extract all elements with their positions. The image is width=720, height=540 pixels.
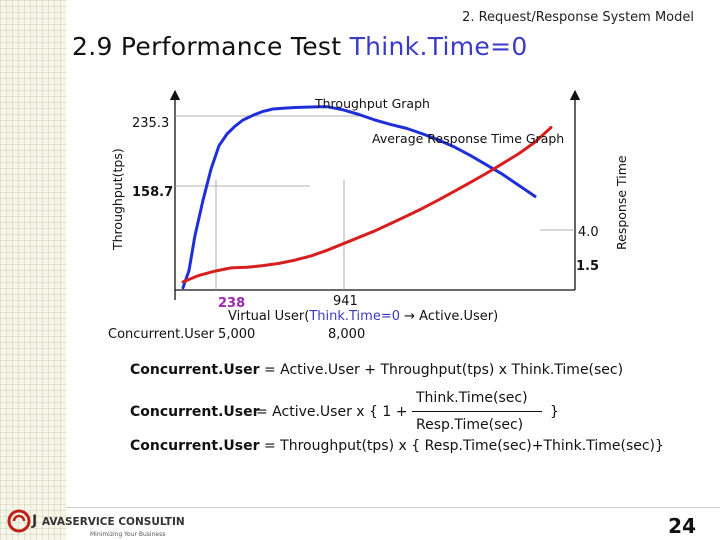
formula-2-close: } (550, 404, 559, 420)
logo-text: AVASERVICE CONSULTING (42, 516, 184, 528)
formula-2-numerator: Think.Time(sec) (416, 390, 528, 406)
formula-1-lhs: Concurrent.User (130, 362, 260, 378)
formula-2: Concurrent.User = Active.User x { 1 + Th… (130, 390, 590, 436)
formula-2-denominator: Resp.Time(sec) (416, 417, 524, 433)
chart-title: Throughput Graph (314, 96, 430, 111)
grid-background-strip (0, 0, 66, 540)
footer-divider (66, 507, 720, 508)
company-logo: J AVASERVICE CONSULTING Minimizing Your … (7, 509, 184, 538)
concurrent-user-label: Concurrent.User 5,000 (108, 327, 255, 340)
formula-2-fraction-bar (412, 411, 542, 412)
y-axis-label: Throughput(tps) (110, 148, 125, 251)
response-time-series-line (181, 126, 553, 284)
page-title-accent: Think.Time=0 (349, 32, 528, 61)
formula-1-rhs: = Active.User + Throughput(tps) x Think.… (263, 362, 624, 378)
y2-axis-label: Response Time (614, 155, 629, 250)
y2-tick-label-top: 4.0 (578, 225, 599, 240)
logo-initial: J (31, 513, 37, 529)
formula-3: Concurrent.User = Throughput(tps) x { Re… (130, 438, 664, 454)
formula-1: Concurrent.User = Active.User + Throughp… (130, 362, 623, 378)
formula-2-prefix: = Active.User x { 1 + (256, 404, 408, 420)
section-heading: 2. Request/Response System Model (462, 10, 694, 25)
throughput-series-line (181, 105, 537, 290)
logo-subtitle: Minimizing Your Business (90, 531, 165, 538)
x-marker-label-right: 941 (333, 294, 358, 309)
y-tick-label-mid: 158.7 (132, 185, 173, 200)
x-axis-label-suffix: Active.User) (419, 309, 498, 324)
page-number: 24 (668, 514, 696, 538)
x-axis-label: Virtual User(Think.Time=0 → Active.User) (228, 309, 498, 324)
performance-chart: Throughput Graph Average Response Time G… (108, 89, 629, 340)
x-marker-label-left: 238 (218, 296, 245, 311)
formula-3-rhs: = Throughput(tps) x { Resp.Time(sec)+Thi… (263, 438, 664, 454)
page-title-main: 2.9 Performance Test (72, 32, 350, 61)
x-axis-label-arrow: → (400, 309, 419, 324)
formula-2-lhs: Concurrent.User (130, 404, 260, 420)
concurrent-user-right-label: 8,000 (328, 327, 365, 340)
x-axis-label-prefix: Virtual User( (228, 309, 309, 324)
chart-secondary-title: Average Response Time Graph (372, 131, 564, 146)
formula-3-lhs: Concurrent.User (130, 438, 260, 454)
page-title: 2.9 Performance Test Think.Time=0 (72, 32, 528, 61)
y2-tick-label-bottom: 1.5 (576, 259, 599, 274)
y-tick-label-top: 235.3 (132, 116, 169, 131)
x-axis-label-accent: Think.Time=0 (308, 309, 400, 324)
